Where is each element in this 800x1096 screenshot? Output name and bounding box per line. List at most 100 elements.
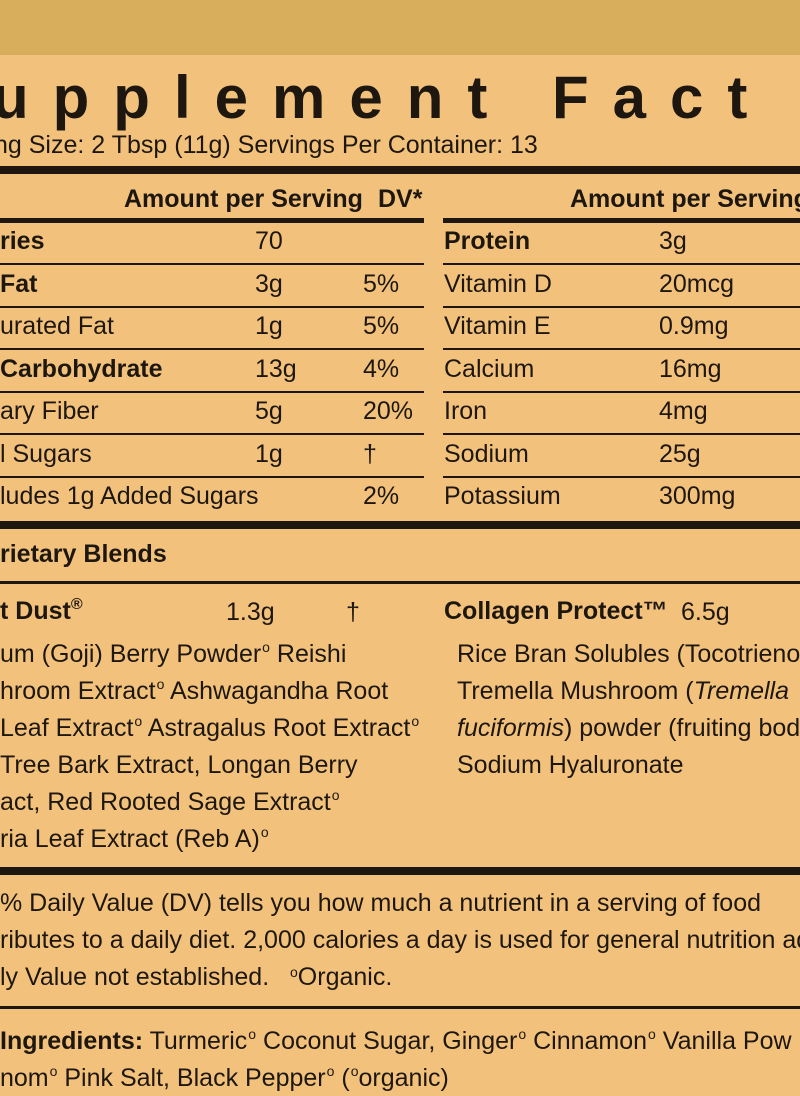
blend-right-line-3a: fuciformis	[457, 714, 564, 742]
nutrient-dv: 5%	[363, 312, 400, 340]
rule-thick-lower	[0, 867, 800, 875]
nutrient-dv: 5%	[363, 269, 400, 298]
blend-left-line-rest: Ashwagandha Root	[164, 677, 389, 705]
left-header-rule	[0, 218, 424, 223]
row-divider	[443, 475, 800, 478]
nutrient-dv: †	[363, 439, 377, 468]
nutrient-amount: 3g	[255, 269, 283, 298]
blend-left-dv: †	[346, 598, 360, 626]
blend-left-line: um (Goji) Berry Powdero Reishi	[0, 639, 346, 672]
nutrient-name: Protein	[444, 227, 531, 255]
nutrient-amount: 25g	[659, 439, 701, 468]
blend-right-line-2: Tremella Mushroom (Tremella	[457, 676, 789, 706]
blends-heading: rietary Blends	[0, 540, 167, 568]
ingredients-label: Ingredients:	[0, 1027, 144, 1055]
nutrient-name: Carbohydrate	[0, 354, 163, 383]
nutrient-name: ries	[0, 227, 45, 255]
organic-mark: o	[350, 1063, 359, 1079]
left-header-dv: DV*	[378, 185, 423, 213]
blend-left-line-rest: Reishi	[269, 640, 347, 668]
blend-right-line-1: Rice Bran Solubles (Tocotrienols	[457, 640, 800, 668]
blend-right-line-3: fuciformis) powder (fruiting bod	[457, 713, 800, 743]
blend-left-line-text: act, Red Rooted Sage Extract	[0, 788, 331, 816]
blend-left-line: act, Red Rooted Sage Extracto	[0, 787, 340, 820]
left-header-amount: Amount per Serving	[124, 185, 363, 213]
organic-mark: o	[331, 787, 340, 803]
organic-mark: o	[156, 676, 165, 692]
blends-rule	[0, 581, 800, 584]
ingredient-text: nom	[0, 1064, 49, 1092]
nutrient-name: Vitamin E	[444, 312, 551, 340]
nutrient-name: ludes 1g Added Sugars	[0, 482, 259, 510]
blend-right-line-4: Sodium Hyaluronate	[457, 751, 684, 779]
row-divider	[0, 305, 424, 308]
blend-left-line: hroom Extracto Ashwagandha Root	[0, 676, 388, 709]
right-header-amount: Amount per Serving	[570, 185, 800, 213]
label-title: upplement Fact	[0, 64, 772, 131]
nutrient-amount: 3g	[659, 227, 687, 255]
blend-left-line-text: hroom Extract	[0, 677, 156, 705]
organic-mark: o	[260, 824, 269, 840]
organic-mark: o	[648, 1026, 656, 1042]
nutrient-name: l Sugars	[0, 439, 92, 468]
blend-left-line-text: Tree Bark Extract, Longan Berry	[0, 751, 358, 779]
serving-info: ng Size: 2 Tbsp (11g) Servings Per Conta…	[0, 131, 538, 159]
blend-left-line-rest: Astragalus Root Extract	[142, 714, 411, 742]
blend-right-line-2b: Tremella	[693, 677, 790, 705]
ingredient-text: Coconut Sugar, Ginger	[256, 1027, 518, 1055]
organic-mark: o	[134, 713, 143, 729]
rule-bottom	[0, 1006, 800, 1009]
nutrient-name: Iron	[444, 397, 488, 425]
footnote-line-3b: Organic.	[297, 963, 393, 991]
nutrient-amount: 16mg	[659, 354, 722, 383]
registered-mark: ®	[70, 596, 83, 613]
row-divider	[0, 475, 424, 478]
nutrient-amount: 1g	[255, 312, 283, 340]
nutrient-amount: 1g	[255, 439, 283, 468]
organic-mark: o	[518, 1026, 527, 1042]
row-divider	[443, 348, 800, 350]
ingredient-text: Cinnamon	[526, 1027, 648, 1055]
blend-left-line: ria Leaf Extract (Reb A)o	[0, 824, 269, 857]
ingredients-line-2: nomo Pink Salt, Black Peppero (oorganic)	[0, 1063, 449, 1096]
nutrient-amount: 4mg	[659, 397, 708, 425]
nutrient-name: urated Fat	[0, 312, 114, 340]
blend-left-line: Tree Bark Extract, Longan Berry	[0, 750, 358, 780]
row-divider	[443, 263, 800, 265]
nutrient-name: Fat	[0, 269, 38, 298]
row-divider	[0, 390, 424, 393]
blend-left-line-text: ria Leaf Extract (Reb A)	[0, 825, 260, 853]
footnote-line-2: ributes to a daily diet. 2,000 calories …	[0, 926, 800, 954]
nutrient-name: ary Fiber	[0, 397, 99, 425]
blend-left-amount: 1.3g	[226, 598, 275, 626]
footnote-line-3a: ly Value not established.	[0, 963, 270, 991]
ingredient-text: Turmeric	[143, 1027, 248, 1055]
nutrient-name: Sodium	[444, 439, 529, 468]
ingredient-text: (	[334, 1064, 350, 1092]
blend-right-name: Collagen Protect™	[444, 597, 668, 625]
nutrient-amount: 20mcg	[659, 269, 735, 298]
ingredient-text: Vanilla Pow	[655, 1027, 792, 1055]
right-header-rule	[443, 218, 800, 223]
organic-mark: o	[248, 1026, 257, 1042]
row-divider	[0, 433, 424, 435]
rule-thick-mid	[0, 521, 800, 529]
row-divider	[443, 390, 800, 393]
footnote-line-1: % Daily Value (DV) tells you how much a …	[0, 889, 762, 917]
nutrient-name: Calcium	[444, 354, 535, 383]
nutrient-amount: 0.9mg	[659, 312, 729, 340]
blend-left-line-text: Leaf Extract	[0, 714, 134, 742]
organic-mark: o	[262, 639, 270, 655]
organic-mark: o	[290, 964, 298, 980]
nutrient-amount: 13g	[255, 354, 297, 383]
blend-left-name: t Dust®	[0, 596, 83, 630]
nutrient-amount: 300mg	[659, 482, 736, 510]
nutrient-name: Vitamin D	[444, 269, 552, 298]
nutrient-amount: 70	[255, 227, 283, 255]
top-band	[0, 0, 800, 55]
nutrient-amount: 5g	[255, 397, 283, 425]
organic-mark: o	[49, 1063, 58, 1079]
nutrient-dv: 20%	[363, 397, 414, 425]
organic-mark: o	[326, 1063, 335, 1079]
blend-left-name-text: t Dust	[0, 597, 71, 625]
